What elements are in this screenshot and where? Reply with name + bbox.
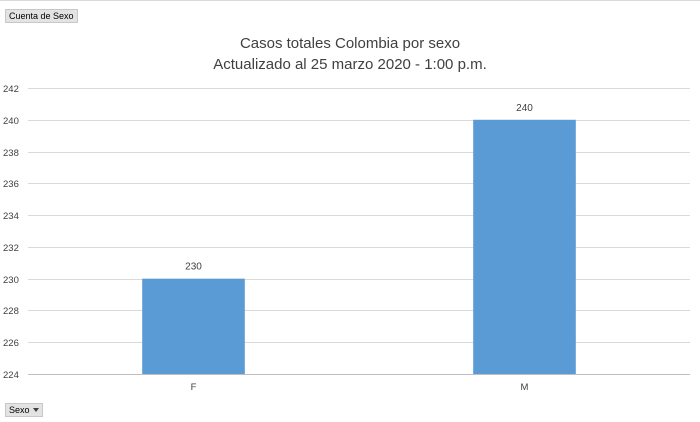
chart-subtitle: Actualizado al 25 marzo 2020 - 1:00 p.m. (213, 56, 487, 73)
bar-f[interactable] (142, 278, 245, 374)
y-tick-label: 242 (3, 84, 19, 95)
axis-field-label: Sexo (9, 405, 30, 415)
chart-title: Casos totales Colombia por sexo (239, 35, 461, 52)
gridlines (28, 88, 690, 375)
y-tick-label: 226 (3, 338, 19, 349)
bar-m[interactable] (473, 119, 576, 375)
y-tick-label: 232 (3, 243, 19, 254)
y-tick-label: 240 (3, 116, 19, 127)
bars (142, 119, 576, 375)
y-tick-label: 224 (3, 370, 19, 381)
x-tick-label: M (521, 382, 529, 393)
chevron-down-icon (32, 408, 39, 412)
data-label: 230 (185, 262, 202, 273)
x-tick-label: F (191, 382, 197, 393)
y-tick-label: 236 (3, 179, 19, 190)
axis-field-dropdown[interactable]: Sexo (5, 403, 43, 417)
data-labels: 230 240 (185, 103, 533, 273)
y-tick-label: 238 (3, 148, 19, 159)
value-field-button[interactable]: Cuenta de Sexo (5, 9, 78, 23)
sheet-top-edge (0, 0, 700, 1)
y-tick-label: 234 (3, 211, 19, 222)
data-label: 240 (516, 103, 533, 114)
y-tick-label: 230 (3, 275, 19, 286)
y-axis-tick-labels: 224 226 228 230 232 234 236 238 240 242 (3, 84, 19, 381)
y-tick-label: 228 (3, 306, 19, 317)
